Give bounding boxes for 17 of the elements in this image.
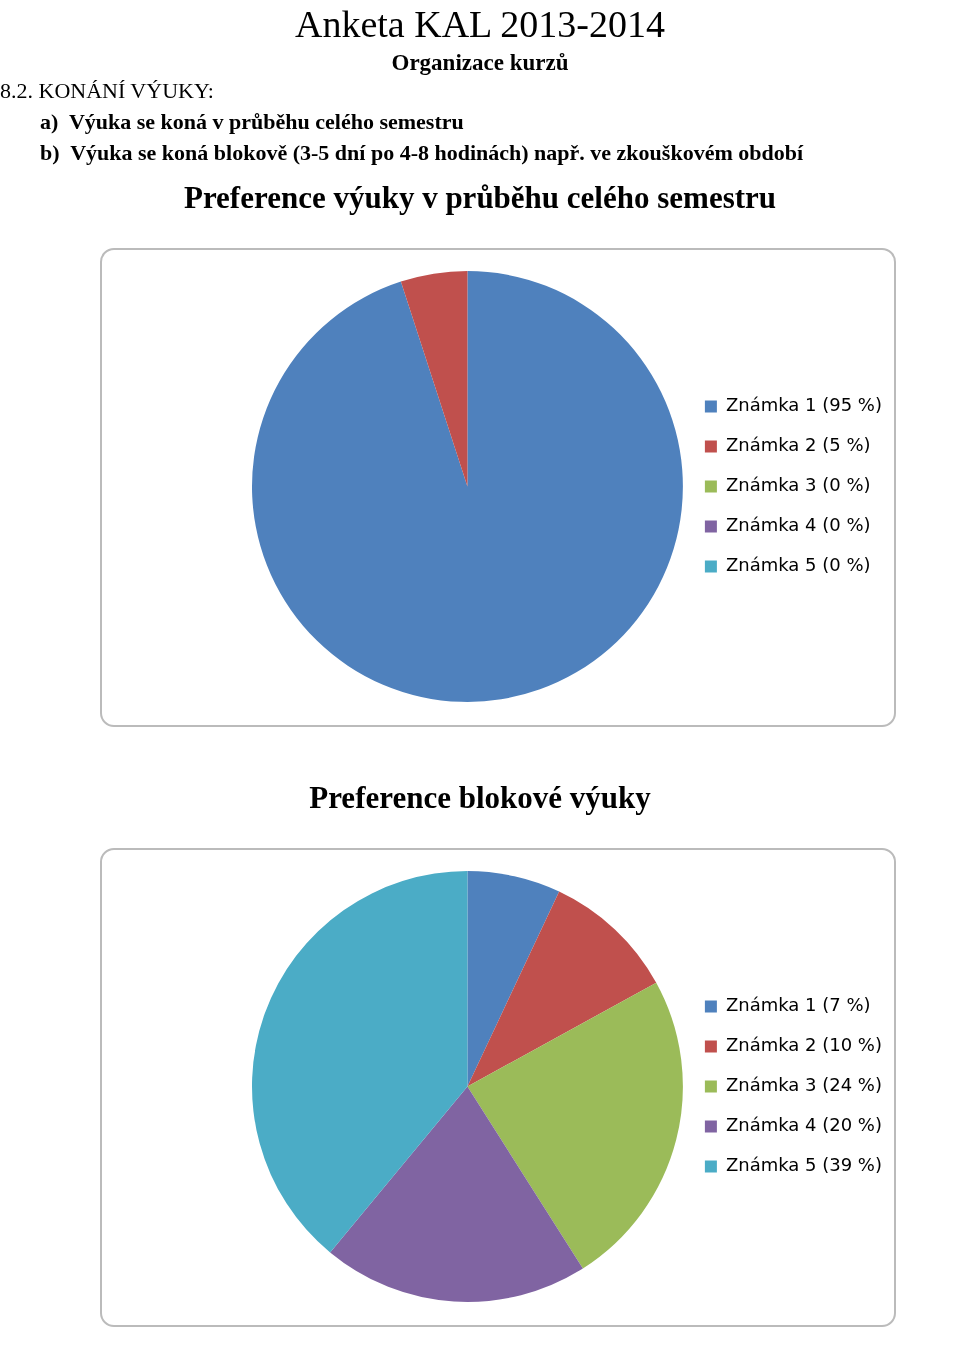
legend-label: Známka 4 (20 %) — [725, 1114, 883, 1136]
legend-label: Známka 3 (0 %) — [725, 474, 871, 496]
legend-label: Známka 5 (39 %) — [725, 1154, 883, 1176]
text: Organizace kurzů — [390, 50, 570, 76]
chart-title: Preference blokové výuky — [308, 779, 652, 817]
legend-label: Známka 2 (5 %) — [725, 434, 871, 456]
chart-title: Preference výuky v průběhu celého semestru — [183, 180, 777, 215]
text: Anketa KAL 2013-2014 — [293, 2, 667, 46]
legend-label: Známka 3 (24 %) — [725, 1074, 883, 1096]
legend-label: Známka 2 (10 %) — [725, 1034, 883, 1056]
text: a) Výuka se koná v průběhu celého semestru — [40, 109, 464, 135]
legend-label: Známka 1 (7 %) — [725, 994, 871, 1016]
legend-label: Známka 4 (0 %) — [725, 514, 871, 536]
legend-label: Známka 5 (0 %) — [725, 554, 871, 576]
text: 8.2. KONÁNÍ VÝUKY: — [0, 78, 214, 104]
legend-label: Známka 1 (95 %) — [725, 394, 883, 416]
text: b) Výuka se koná blokově (3-5 dní po 4-8 hodinách) např. ve zkouškovém období — [40, 140, 804, 166]
